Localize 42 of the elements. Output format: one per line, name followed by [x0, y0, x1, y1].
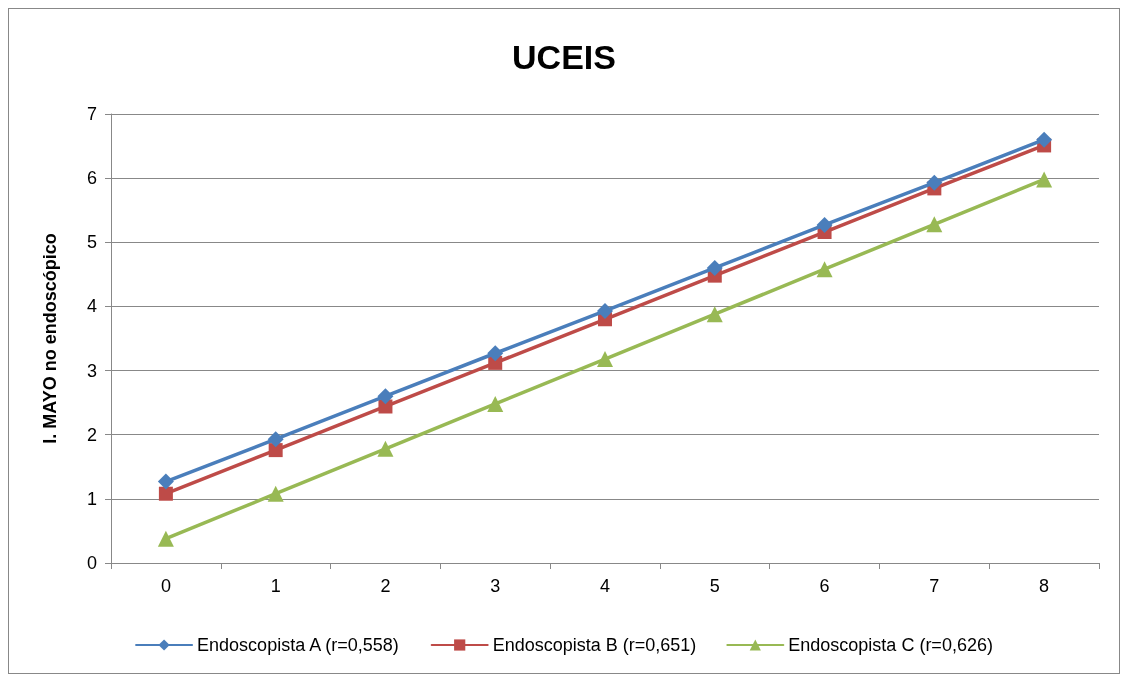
- point: [157, 530, 174, 547]
- point: [926, 216, 943, 233]
- point: [706, 306, 723, 323]
- y-tick-label: 6: [86, 168, 97, 189]
- x-tick-label: 3: [490, 576, 501, 596]
- x-tick-label: 6: [819, 576, 830, 596]
- x-tick-label: 0: [160, 576, 171, 596]
- chart-title: UCEIS: [512, 38, 616, 76]
- x-tick-label: 7: [929, 576, 940, 596]
- y-tick-label: 1: [86, 488, 97, 509]
- y-tick-label: 2: [86, 424, 97, 445]
- x-tick-label: 5: [709, 576, 720, 596]
- point: [377, 388, 394, 405]
- legend-label: Endoscopista A (r=0,558): [197, 635, 399, 655]
- x-tick-label: 8: [1039, 576, 1050, 596]
- y-tick-label: 3: [86, 360, 97, 381]
- point: [267, 431, 284, 448]
- point: [487, 345, 504, 362]
- point: [816, 216, 833, 233]
- point: [597, 302, 613, 319]
- point: [268, 443, 283, 458]
- y-tick-label: 7: [86, 104, 97, 124]
- point: [597, 351, 613, 368]
- y-tick-label: 4: [86, 296, 97, 317]
- y-tick-label: 0: [86, 553, 97, 573]
- point: [487, 395, 504, 412]
- legend-label: Endoscopista C (r=0,626): [788, 635, 993, 655]
- point: [706, 259, 723, 276]
- point: [816, 261, 833, 278]
- y-tick-label: 5: [86, 232, 97, 253]
- x-tick-label: 1: [270, 576, 281, 596]
- point: [158, 486, 173, 501]
- point: [1036, 171, 1053, 188]
- legend-label: Endoscopista B (r=0,651): [492, 635, 697, 655]
- point: [157, 473, 174, 490]
- x-tick-label: 4: [599, 576, 611, 596]
- point: [267, 485, 284, 502]
- point: [1036, 131, 1053, 148]
- y-axis-title: I. MAYO no endoscópico: [40, 233, 60, 444]
- point: [926, 174, 943, 191]
- point: [377, 440, 394, 457]
- x-tick-label: 2: [380, 576, 391, 596]
